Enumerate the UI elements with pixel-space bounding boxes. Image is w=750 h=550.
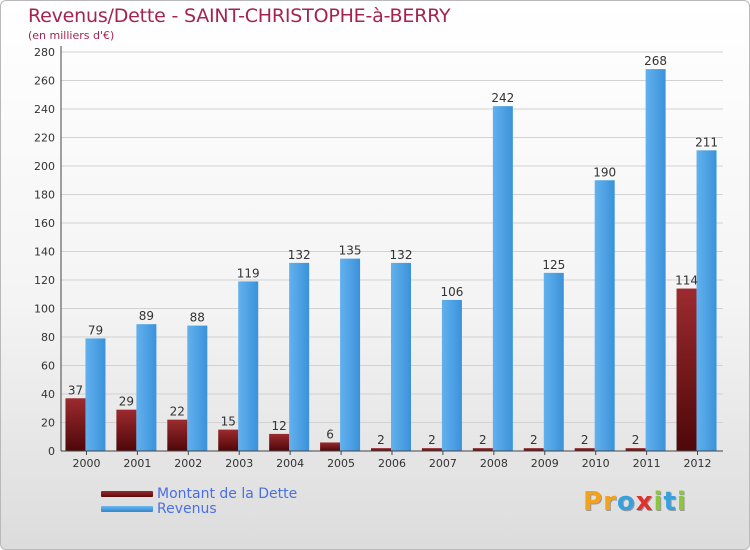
- bar-revenus: [492, 106, 513, 452]
- bar-dette: [269, 433, 290, 451]
- bar-dette: [472, 448, 493, 451]
- logo-letter: t: [663, 487, 677, 517]
- x-tick-label: 2009: [531, 457, 559, 470]
- data-label-dette: 2: [581, 433, 589, 447]
- bar-dette: [218, 429, 239, 451]
- data-labels: 3779298922881511912132613521322106224221…: [68, 54, 718, 447]
- logo-letter: o: [616, 487, 636, 517]
- x-tick-label: 2005: [327, 457, 355, 470]
- bar-revenus: [441, 299, 462, 451]
- data-label-revenus: 79: [88, 323, 103, 337]
- bar-dette: [523, 448, 544, 451]
- bar-revenus: [136, 324, 157, 451]
- y-tick-label: 120: [34, 274, 55, 287]
- x-tick-label: 2001: [123, 457, 151, 470]
- data-label-dette: 29: [119, 395, 134, 409]
- data-label-dette: 2: [530, 433, 538, 447]
- data-label-dette: 22: [170, 405, 185, 419]
- data-label-dette: 37: [68, 383, 83, 397]
- bar-revenus: [187, 325, 208, 451]
- y-tick-label: 220: [34, 132, 55, 145]
- bar-revenus: [391, 262, 411, 451]
- x-tick-label: 2004: [276, 457, 304, 470]
- logo-letter: i: [676, 487, 687, 517]
- data-label-revenus: 132: [390, 248, 413, 262]
- bar-revenus: [594, 180, 615, 451]
- data-label-revenus: 88: [190, 311, 205, 325]
- bar-dette: [65, 398, 86, 451]
- legend-label-revenus: Revenus: [157, 501, 217, 517]
- x-tick-label: 2010: [582, 457, 610, 470]
- data-label-dette: 12: [272, 419, 287, 433]
- bar-revenus: [238, 281, 259, 451]
- x-tick-label: 2002: [174, 457, 202, 470]
- logo-letter: P: [583, 487, 604, 517]
- bar-revenus: [85, 338, 106, 451]
- chart-title: Revenus/Dette - SAINT-CHRISTOPHE-à-BERRY: [28, 5, 451, 27]
- y-tick-label: 140: [34, 246, 55, 259]
- legend-swatch-revenus: [101, 506, 153, 512]
- data-label-revenus: 119: [237, 266, 260, 280]
- data-label-dette: 15: [221, 415, 236, 429]
- data-label-dette: 114: [675, 274, 698, 288]
- data-label-revenus: 211: [695, 135, 718, 149]
- legend-label-dette: Montant de la Dette: [157, 486, 298, 502]
- y-tick-label: 240: [34, 103, 55, 116]
- data-label-revenus: 190: [593, 165, 616, 179]
- y-tick-label: 0: [48, 445, 55, 458]
- data-label-revenus: 89: [139, 309, 154, 323]
- x-tick-label: 2003: [225, 457, 253, 470]
- bar-revenus: [340, 258, 361, 451]
- bar-dette: [421, 448, 442, 451]
- bar-dette: [371, 448, 391, 451]
- y-tick-label: 280: [34, 46, 55, 59]
- data-label-revenus: 268: [644, 54, 667, 68]
- bar-revenus: [289, 262, 310, 451]
- bar-dette: [116, 409, 137, 451]
- data-label-dette: 2: [377, 433, 385, 447]
- data-label-dette: 2: [479, 433, 487, 447]
- data-label-revenus: 106: [440, 285, 463, 299]
- y-tick-label: 20: [41, 417, 55, 430]
- x-tick-label: 2012: [684, 457, 712, 470]
- x-tick-label: 2000: [72, 457, 100, 470]
- data-label-dette: 2: [428, 433, 436, 447]
- x-tick-label: 2008: [480, 457, 508, 470]
- logo-letter: i: [653, 487, 664, 517]
- bar-revenus: [696, 150, 717, 451]
- y-tick-label: 160: [34, 217, 55, 230]
- logo-letter: x: [635, 487, 654, 517]
- data-label-revenus: 135: [339, 244, 362, 258]
- y-tick-label: 80: [41, 331, 55, 344]
- data-label-revenus: 242: [491, 91, 514, 105]
- bars: [65, 69, 717, 452]
- bar-revenus: [645, 69, 666, 451]
- data-label-dette: 2: [632, 433, 640, 447]
- bar-dette: [676, 288, 697, 451]
- data-label-dette: 6: [326, 427, 334, 441]
- axes: 0 20 40 60 80 100 120 140 160 180 200 220 240 260 280 2…: [34, 46, 723, 470]
- y-tick-label: 180: [34, 189, 55, 202]
- bar-chart: 0 20 40 60 80 100 120 140 160 180 200 220 240 260 280 2…: [34, 46, 723, 470]
- proxiti-logo: Proxiti: [583, 487, 687, 517]
- chart-subtitle: (en milliers d'€): [28, 29, 115, 42]
- y-tick-label: 40: [41, 388, 55, 401]
- x-tick-label: 2011: [633, 457, 661, 470]
- x-tick-label: 2006: [378, 457, 406, 470]
- data-label-revenus: 125: [542, 258, 565, 272]
- y-tick-label: 60: [41, 360, 55, 373]
- x-tick-label: 2007: [429, 457, 457, 470]
- legend-swatch-dette: [101, 491, 153, 497]
- bar-dette: [167, 419, 188, 451]
- bar-dette: [574, 448, 595, 451]
- y-tick-label: 200: [34, 160, 55, 173]
- y-tick-label: 100: [34, 303, 55, 316]
- bar-dette: [320, 442, 341, 451]
- bar-dette: [625, 448, 646, 451]
- y-tick-label: 260: [34, 75, 55, 88]
- bar-revenus: [543, 272, 564, 451]
- logo-letter: r: [603, 487, 617, 517]
- data-label-revenus: 132: [288, 248, 311, 262]
